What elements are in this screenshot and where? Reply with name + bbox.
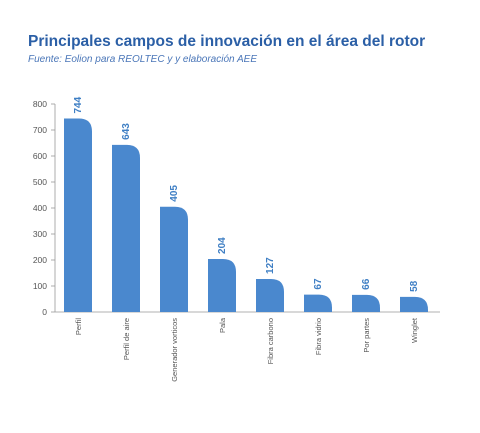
bar (112, 144, 140, 312)
data-label: 744 (73, 96, 84, 113)
bar (256, 278, 284, 312)
y-tick-label: 300 (33, 229, 47, 239)
y-tick-group: 0 100 200 300 400 500 600 700 800 (33, 99, 55, 317)
y-tick-label: 500 (33, 177, 47, 187)
bar (304, 294, 332, 312)
bar-group: 744 Perfil 643 Perfil de aire 405 Generador v… (64, 96, 428, 382)
data-label: 204 (217, 237, 228, 254)
y-tick-label: 100 (33, 281, 47, 291)
y-tick-label: 600 (33, 151, 47, 161)
x-tick-label: Pala (218, 317, 227, 333)
x-tick-label: Perfil de aire (122, 318, 131, 360)
y-tick-label: 400 (33, 203, 47, 213)
x-tick-label: Generador vorticos (170, 318, 179, 382)
x-tick-label: Fibra carbono (266, 318, 275, 364)
data-label: 643 (121, 123, 132, 140)
x-tick-label: Fibra vidrio (314, 318, 323, 355)
data-label: 405 (169, 185, 180, 202)
bar (160, 206, 188, 312)
y-tick-label: 700 (33, 125, 47, 135)
x-tick-label: Perfil (74, 318, 83, 335)
bar (400, 296, 428, 312)
x-tick-label: Winglet (410, 317, 419, 343)
y-tick-label: 200 (33, 255, 47, 265)
bar (64, 118, 92, 312)
bar (352, 294, 380, 312)
data-label: 58 (409, 280, 420, 292)
x-tick-label: Por partes (362, 318, 371, 353)
data-label: 67 (313, 278, 324, 290)
data-label: 127 (265, 257, 276, 274)
chart-subtitle: Fuente: Eolion para REOLTEC y y elaborac… (28, 54, 258, 65)
bar (208, 258, 236, 312)
y-tick-label: 800 (33, 99, 47, 109)
chart-title: Principales campos de innovación en el á… (28, 33, 426, 50)
data-label: 66 (361, 278, 372, 290)
y-tick-label: 0 (42, 307, 47, 317)
